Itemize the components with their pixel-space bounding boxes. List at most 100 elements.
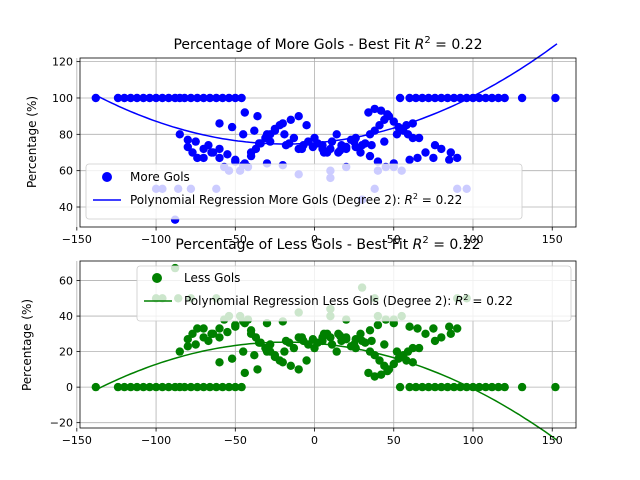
data-point-more-gols: [365, 151, 375, 161]
data-point-less-gols: [443, 382, 452, 392]
data-point-less-gols: [237, 382, 246, 392]
data-point-less-gols: [335, 331, 345, 340]
data-point-more-gols: [302, 121, 311, 130]
data-point-more-gols: [375, 121, 384, 130]
y-tick-label-more-gols: 80: [59, 128, 73, 141]
data-point-less-gols: [446, 329, 455, 338]
data-point-more-gols: [380, 137, 389, 146]
data-point-more-gols: [270, 124, 280, 134]
data-point-more-gols: [113, 93, 123, 103]
data-point-more-gols: [418, 93, 427, 103]
data-point-more-gols: [183, 135, 192, 144]
data-point-more-gols: [356, 148, 365, 157]
data-point-less-gols: [414, 343, 424, 353]
data-point-more-gols: [389, 117, 398, 126]
legend-label-more-gols: More Gols: [130, 170, 190, 184]
data-point-less-gols: [297, 333, 307, 342]
data-point-less-gols: [430, 382, 440, 392]
data-point-more-gols: [227, 122, 237, 132]
data-point-less-gols: [145, 382, 154, 392]
data-point-more-gols: [286, 115, 295, 125]
data-point-more-gols: [494, 93, 503, 103]
x-tick-label-more-gols: −150: [62, 233, 92, 246]
data-point-more-gols: [487, 93, 497, 103]
data-point-more-gols: [223, 150, 232, 159]
chart-less-gols: −150 −100 −50 0 50 100 150 −20 0 20 40 60 Percenta…: [20, 235, 577, 447]
data-point-less-gols: [253, 365, 262, 374]
data-point-less-gols: [113, 382, 123, 392]
data-point-more-gols: [408, 133, 417, 143]
data-point-more-gols: [240, 108, 249, 117]
data-point-less-gols: [175, 347, 184, 356]
axes-frame-less-gols: [79, 260, 577, 429]
data-point-less-gols: [413, 324, 422, 333]
data-point-less-gols: [367, 336, 376, 346]
data-point-less-gols: [151, 382, 161, 392]
data-point-less-gols: [445, 322, 454, 331]
data-point-more-gols: [280, 130, 289, 139]
data-point-more-gols: [446, 148, 455, 157]
chart-title-more-gols: Percentage of More Gols - Best Fit R2 = …: [173, 35, 482, 53]
data-point-more-gols: [445, 155, 454, 164]
data-point-more-gols: [318, 141, 327, 150]
data-point-less-gols: [373, 320, 383, 330]
legend-less-gols: Less Gols Polynomial Regression Less Gol…: [136, 265, 572, 322]
data-point-more-gols: [262, 130, 272, 139]
chart-more-gols: −150 −100 −50 0 50 100 150 40 60 80 100 120 Percen…: [25, 35, 577, 246]
data-point-less-gols: [215, 333, 224, 342]
data-point-more-gols: [207, 148, 216, 157]
data-point-less-gols: [319, 329, 329, 338]
data-point-more-gols: [449, 93, 459, 103]
data-point-more-gols: [199, 93, 208, 103]
data-point-more-gols: [151, 93, 161, 103]
data-point-more-gols: [367, 141, 376, 150]
scatter-less-gols: [91, 263, 560, 392]
data-point-more-gols: [424, 93, 433, 103]
data-point-more-gols: [193, 93, 202, 103]
data-point-less-gols: [418, 382, 427, 392]
data-point-less-gols: [227, 354, 237, 363]
data-point-less-gols: [332, 347, 341, 356]
data-point-less-gols: [405, 382, 414, 392]
data-point-more-gols: [215, 153, 224, 163]
data-point-less-gols: [500, 382, 509, 392]
data-point-less-gols: [158, 382, 167, 392]
data-point-less-gols: [224, 382, 234, 392]
fit-line-more-gols: [95, 43, 558, 145]
data-point-more-gols: [289, 133, 299, 143]
data-point-less-gols: [453, 324, 462, 333]
data-point-less-gols: [212, 382, 221, 392]
data-point-more-gols: [215, 144, 224, 154]
data-point-more-gols: [411, 93, 421, 103]
data-point-less-gols: [199, 382, 208, 392]
data-point-less-gols: [364, 368, 373, 378]
x-tick-label-less-gols: −150: [62, 434, 92, 447]
data-point-more-gols: [164, 93, 173, 103]
data-point-less-gols: [424, 382, 433, 392]
data-point-more-gols: [319, 148, 329, 157]
x-tick-label-more-gols: −50: [224, 233, 247, 246]
y-tick-label-less-gols: −20: [50, 417, 73, 430]
data-point-more-gols: [193, 153, 202, 163]
x-ticks-more-gols: −150 −100 −50 0 50 100 150: [62, 227, 563, 246]
legend-marker-more-gols: [102, 172, 112, 182]
x-tick-label-less-gols: −50: [224, 434, 247, 447]
data-point-less-gols: [286, 361, 295, 370]
data-point-more-gols: [437, 93, 446, 103]
data-point-more-gols: [357, 141, 367, 150]
data-point-more-gols: [517, 93, 527, 103]
data-point-less-gols: [342, 335, 351, 344]
data-point-more-gols: [437, 144, 446, 154]
data-point-more-gols: [342, 142, 351, 152]
data-point-more-gols: [186, 93, 196, 103]
data-point-less-gols: [239, 347, 248, 356]
data-point-more-gols: [453, 153, 462, 163]
data-point-more-gols: [188, 148, 197, 157]
x-tick-label-more-gols: 0: [311, 233, 318, 246]
data-point-less-gols: [475, 382, 484, 392]
data-point-less-gols: [437, 382, 446, 392]
data-point-less-gols: [205, 382, 215, 392]
data-point-more-gols: [175, 130, 184, 139]
fit-line-less-gols: [95, 341, 558, 441]
